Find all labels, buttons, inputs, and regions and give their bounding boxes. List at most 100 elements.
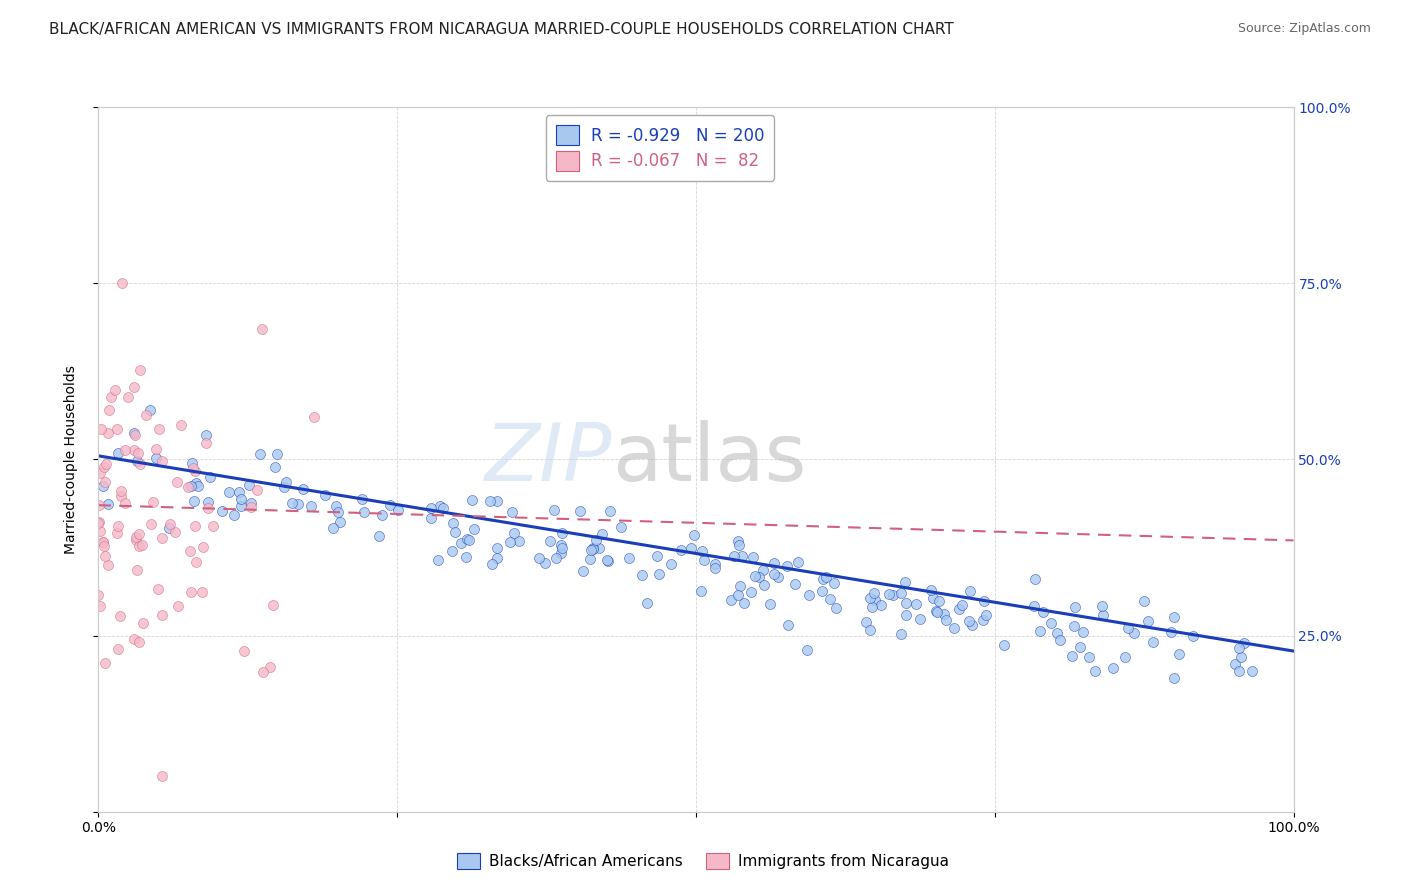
Point: [104, 383, 127, 397]
Point: [127, 446, 149, 460]
Point: [181, 461, 204, 475]
Point: [579, 543, 602, 558]
Point: [94, 457, 117, 471]
Point: [870, 598, 893, 612]
Point: [1049, 633, 1071, 648]
Point: [246, 483, 269, 498]
Point: [132, 615, 155, 630]
Point: [1028, 624, 1050, 638]
Point: [993, 638, 1015, 652]
Point: [859, 623, 882, 637]
Point: [387, 503, 409, 517]
Point: [1227, 664, 1250, 678]
Point: [195, 428, 218, 442]
Point: [599, 503, 621, 517]
Point: [125, 533, 148, 547]
Point: [1137, 614, 1160, 628]
Point: [222, 508, 245, 523]
Point: [191, 585, 214, 599]
Text: Source: ZipAtlas.com: Source: ZipAtlas.com: [1237, 22, 1371, 36]
Point: [87, 516, 110, 531]
Point: [122, 379, 145, 393]
Point: [825, 601, 848, 615]
Point: [193, 541, 215, 555]
Point: [1032, 605, 1054, 619]
Point: [228, 484, 250, 499]
Point: [1114, 650, 1136, 665]
Point: [1060, 648, 1083, 663]
Point: [596, 553, 619, 567]
Point: [229, 492, 252, 507]
Point: [481, 557, 503, 571]
Point: [240, 495, 263, 509]
Point: [183, 465, 205, 479]
Point: [91, 534, 114, 549]
Point: [97, 558, 120, 572]
Point: [287, 497, 309, 511]
Point: [148, 422, 170, 436]
Point: [950, 598, 973, 612]
Legend: Blacks/African Americans, Immigrants from Nicaragua: Blacks/African Americans, Immigrants fro…: [451, 847, 955, 875]
Text: ZIP: ZIP: [485, 420, 613, 499]
Point: [948, 602, 970, 616]
Point: [150, 454, 173, 468]
Point: [150, 769, 173, 784]
Point: [776, 617, 799, 632]
Point: [485, 541, 508, 556]
Point: [90, 421, 112, 435]
Legend: R = -0.929   N = 200, R = -0.067   N =  82: R = -0.929 N = 200, R = -0.067 N = 82: [546, 115, 775, 180]
Point: [125, 563, 148, 577]
Point: [585, 533, 607, 547]
Point: [117, 390, 139, 404]
Point: [877, 587, 900, 601]
Point: [266, 447, 288, 461]
Point: [186, 555, 208, 569]
Point: [527, 551, 550, 566]
Point: [89, 466, 111, 480]
Point: [502, 525, 524, 540]
Point: [139, 403, 162, 417]
Point: [124, 632, 146, 647]
Point: [1091, 599, 1114, 613]
Point: [1123, 625, 1146, 640]
Point: [550, 546, 572, 560]
Point: [690, 584, 713, 599]
Point: [89, 599, 111, 614]
Point: [619, 551, 641, 566]
Point: [957, 614, 980, 628]
Point: [180, 584, 202, 599]
Point: [754, 578, 776, 592]
Point: [1024, 572, 1046, 586]
Point: [197, 495, 219, 509]
Point: [128, 635, 150, 649]
Point: [125, 530, 148, 544]
Point: [1024, 599, 1046, 613]
Point: [180, 456, 202, 470]
Point: [457, 533, 479, 547]
Point: [420, 510, 443, 524]
Point: [1116, 621, 1139, 635]
Point: [588, 541, 610, 555]
Point: [291, 483, 314, 497]
Point: [157, 521, 180, 535]
Point: [543, 502, 565, 516]
Point: [882, 588, 904, 602]
Text: atlas: atlas: [613, 420, 807, 499]
Point: [299, 500, 322, 514]
Point: [302, 410, 325, 425]
Point: [105, 526, 128, 541]
Point: [325, 499, 347, 513]
Point: [704, 557, 727, 571]
Point: [328, 505, 350, 519]
Point: [723, 549, 745, 564]
Point: [659, 558, 682, 572]
Point: [91, 535, 114, 549]
Point: [751, 563, 773, 577]
Point: [180, 479, 202, 493]
Point: [231, 500, 253, 514]
Point: [550, 525, 572, 540]
Point: [904, 597, 927, 611]
Point: [367, 528, 389, 542]
Point: [177, 480, 200, 494]
Point: [748, 570, 770, 584]
